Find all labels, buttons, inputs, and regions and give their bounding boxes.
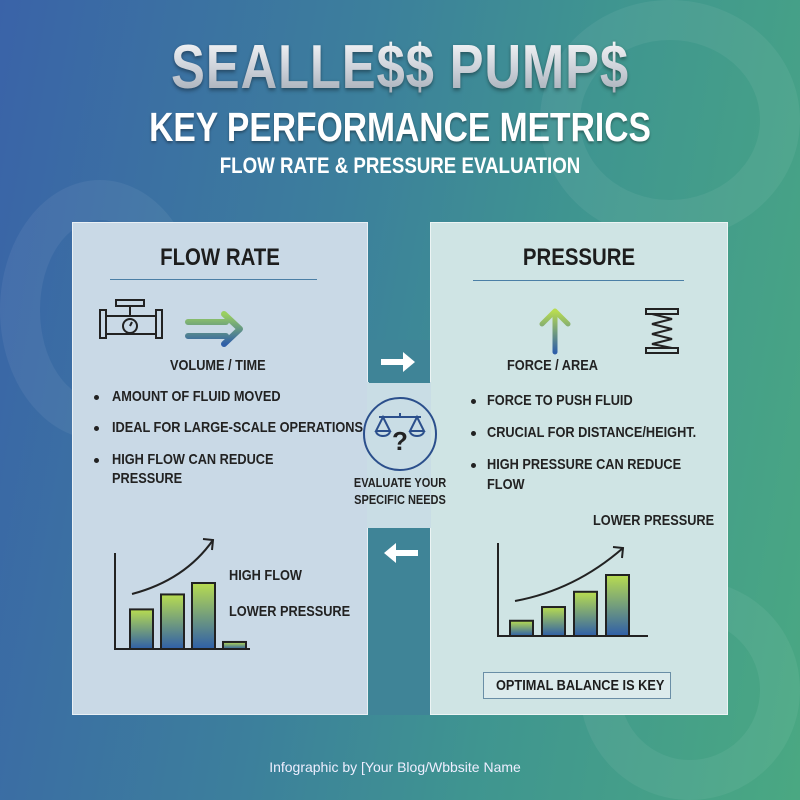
tagline: FLOW RATE & PRESSURE EVALUATION xyxy=(219,153,581,178)
chart-axis xyxy=(114,553,250,650)
left-arrow-connector xyxy=(369,528,430,715)
right-arrow-connector xyxy=(369,340,430,383)
center-text-line2: SPECIFIC NEEDS xyxy=(354,493,446,507)
pipe-valve-gauge-icon xyxy=(99,299,163,339)
chart-bar xyxy=(573,590,598,638)
pressure-bullet: HIGH PRESSURE CAN REDUCE xyxy=(487,456,682,473)
pressure-formula: FORCE / AREA xyxy=(507,357,598,374)
subtitle: KEY PERFORMANCE METRICS xyxy=(149,104,651,150)
scale-question-icon: ? xyxy=(363,397,437,471)
left-arrow-icon xyxy=(384,543,418,563)
pressure-bullet-cont: FLOW xyxy=(487,476,525,493)
pressure-bullet: CRUCIAL FOR DISTANCE/HEIGHT. xyxy=(487,424,697,441)
up-arrow-icon xyxy=(539,308,571,355)
divider xyxy=(110,279,317,280)
pressure-heading: PRESSURE xyxy=(522,244,636,271)
svg-text:?: ? xyxy=(392,426,408,456)
flow-bullet: AMOUNT OF FLUID MOVED xyxy=(112,388,281,405)
trend-curve xyxy=(514,547,624,602)
chart-label-lower-pressure: LOWER PRESSURE xyxy=(229,603,351,620)
flow-rate-panel xyxy=(72,222,368,715)
flow-rate-heading: FLOW RATE xyxy=(160,244,280,271)
chart-label-high-flow: HIGH FLOW xyxy=(229,567,302,584)
flow-formula: VOLUME / TIME xyxy=(170,357,266,374)
pressure-bullet: FORCE TO PUSH FLUID xyxy=(487,392,633,409)
chart-label-lower-pressure: LOWER PRESSURE xyxy=(593,512,715,529)
optimal-balance-button[interactable]: OPTIMAL BALANCE IS KEY xyxy=(483,672,671,699)
flow-bullet: IDEAL FOR LARGE-SCALE OPERATIONS xyxy=(112,419,364,436)
flow-bullet-cont: PRESSURE xyxy=(112,470,183,487)
chart-bar xyxy=(605,574,630,637)
spring-icon xyxy=(645,308,679,354)
chart-bar xyxy=(509,619,534,637)
right-double-arrow-icon xyxy=(185,311,243,347)
right-arrow-icon xyxy=(381,352,415,372)
center-text-line1: EVALUATE YOUR xyxy=(353,476,447,490)
main-title: SEALLE$$ PUMP$ xyxy=(72,32,728,103)
footer-credit: Infographic by [Your Blog/Wbbsite Name xyxy=(269,759,521,775)
trend-arrowhead xyxy=(202,538,215,551)
flow-bullet: HIGH FLOW CAN REDUCE xyxy=(112,451,274,468)
chart-bar xyxy=(541,606,566,638)
chart-axis xyxy=(497,543,648,637)
trend-curve xyxy=(131,539,214,595)
trend-arrowhead xyxy=(612,546,625,559)
divider xyxy=(473,280,684,281)
button-label: OPTIMAL BALANCE IS KEY xyxy=(496,677,665,694)
